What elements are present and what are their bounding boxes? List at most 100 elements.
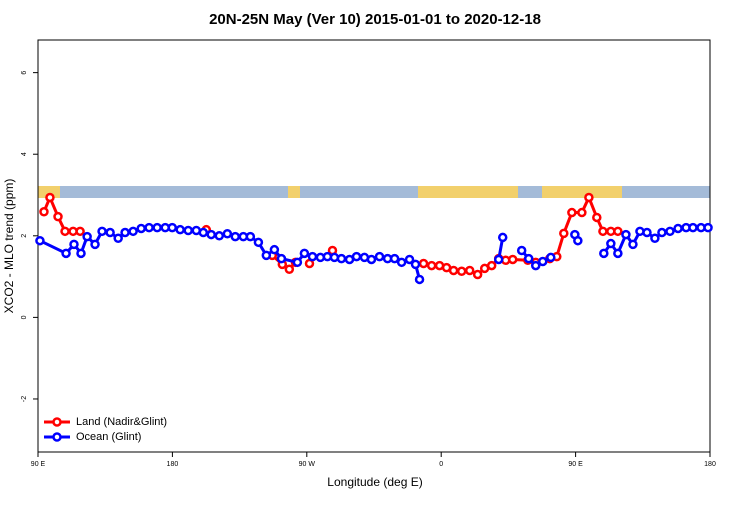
data-point — [606, 238, 616, 249]
x-tick-label: 180 — [167, 461, 179, 468]
data-point — [523, 253, 534, 264]
data-point — [39, 206, 49, 217]
data-point — [456, 266, 467, 277]
data-point — [90, 239, 100, 250]
data-point — [516, 245, 527, 256]
data-point — [351, 251, 362, 262]
data-point — [97, 226, 107, 237]
data-point — [507, 254, 518, 265]
data-point — [214, 231, 225, 241]
data-point — [284, 264, 295, 275]
data-point — [592, 212, 602, 223]
data-point — [366, 254, 377, 265]
y-tick-label: -2 — [21, 396, 28, 402]
data-point — [230, 231, 241, 242]
y-tick-label: 0 — [21, 315, 28, 319]
data-point — [75, 226, 85, 237]
data-point — [144, 222, 154, 233]
data-point — [45, 192, 55, 203]
data-point — [35, 235, 45, 246]
data-point — [404, 254, 415, 265]
data-point — [120, 227, 130, 238]
data-point — [261, 250, 272, 261]
data-point — [598, 226, 608, 237]
data-point — [82, 231, 92, 242]
data-point — [410, 259, 421, 270]
data-point — [703, 222, 713, 233]
data-point — [53, 211, 63, 222]
data-point — [418, 258, 429, 269]
data-point — [573, 235, 583, 246]
legend-marker — [52, 432, 62, 442]
data-point — [113, 233, 123, 243]
data-point — [426, 260, 437, 271]
data-point — [222, 229, 233, 239]
data-point — [105, 227, 115, 238]
map-land — [542, 186, 622, 198]
data-point — [61, 248, 71, 259]
data-point — [69, 239, 79, 250]
data-point — [673, 223, 683, 234]
x-tick-label: 180 — [704, 461, 716, 468]
data-point — [567, 207, 577, 218]
data-point — [546, 252, 556, 263]
data-point — [60, 226, 70, 237]
chart-title: 20N-25N May (Ver 10) 2015-01-01 to 2020-… — [209, 11, 541, 28]
data-point — [152, 222, 162, 233]
data-point — [486, 260, 497, 271]
data-point — [167, 222, 178, 233]
data-point — [530, 260, 541, 271]
data-point — [628, 239, 638, 250]
data-point — [269, 244, 280, 255]
data-point — [183, 225, 193, 236]
data-point — [497, 232, 508, 243]
data-point — [292, 257, 303, 268]
data-point — [276, 253, 287, 264]
x-tick-label: 90 E — [568, 461, 583, 468]
data-point — [642, 227, 652, 238]
x-tick-label: 90 E — [31, 461, 46, 468]
data-point — [175, 224, 185, 235]
data-point — [472, 269, 483, 280]
data-point — [613, 248, 623, 259]
data-point — [599, 248, 609, 259]
x-tick-label: 0 — [439, 461, 443, 468]
data-point — [128, 226, 138, 237]
y-axis-label: XCO2 - MLO trend (ppm) — [2, 179, 16, 314]
data-point — [307, 251, 318, 262]
y-tick-label: 4 — [21, 152, 28, 156]
data-point — [688, 222, 698, 233]
data-point — [537, 256, 548, 267]
data-point — [584, 192, 594, 203]
x-axis-label: Longitude (deg E) — [327, 475, 422, 489]
data-point — [665, 226, 675, 237]
data-point — [389, 253, 400, 264]
data-point — [253, 237, 264, 248]
data-point — [396, 257, 407, 268]
data-point — [493, 254, 504, 265]
data-point — [657, 227, 667, 238]
map-land — [38, 186, 60, 198]
data-point — [559, 228, 569, 239]
y-tick-label: 2 — [21, 234, 28, 238]
map-strip — [38, 186, 710, 198]
legend-marker — [52, 417, 62, 427]
map-land — [288, 186, 300, 198]
legend-label: Ocean (Glint) — [76, 431, 141, 443]
plot-frame — [37, 39, 711, 453]
data-point — [577, 207, 587, 218]
data-point — [206, 229, 216, 240]
data-point — [374, 251, 385, 262]
data-point — [76, 248, 86, 259]
data-point — [245, 231, 256, 242]
data-point — [448, 265, 459, 276]
x-tick-label: 90 W — [299, 461, 316, 468]
map-land — [418, 186, 518, 198]
data-point — [198, 227, 209, 238]
data-point — [613, 226, 623, 237]
data-point — [299, 248, 310, 259]
y-tick-label: 6 — [21, 71, 28, 75]
data-point — [464, 265, 475, 276]
data-point — [650, 233, 660, 243]
